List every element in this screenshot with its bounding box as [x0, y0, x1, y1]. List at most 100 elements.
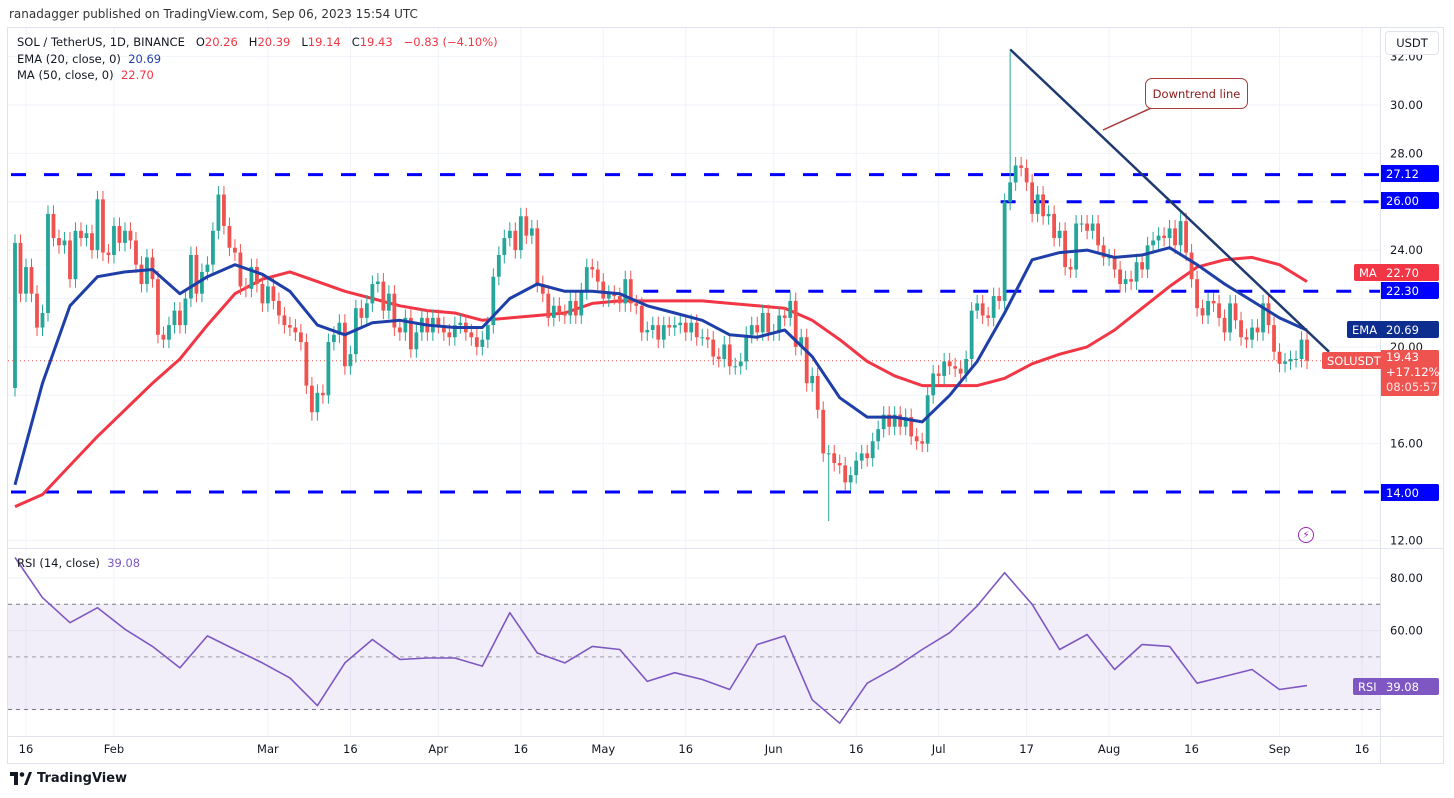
candle-body: [298, 332, 303, 343]
candle-body: [727, 344, 732, 367]
candle: [183, 290, 188, 334]
candle: [529, 219, 534, 245]
candle-body: [689, 322, 694, 333]
level-label-22-30: 22.30: [1381, 282, 1439, 299]
candle-body: [716, 356, 721, 359]
candle-body: [342, 322, 347, 367]
candle-body: [568, 300, 573, 316]
candle: [661, 316, 666, 349]
candle-body: [502, 238, 507, 255]
candle-body: [579, 291, 584, 316]
ema-label: EMA (20, close, 0): [17, 52, 121, 66]
candle-body: [738, 361, 743, 367]
candle: [722, 336, 727, 368]
candle-body: [859, 453, 864, 461]
candle-body: [942, 361, 947, 376]
candle-body: [656, 325, 661, 340]
candle: [1294, 350, 1298, 368]
candle: [535, 219, 540, 293]
candle: [1206, 292, 1210, 324]
candle: [1178, 212, 1183, 254]
candle-body: [1222, 317, 1227, 333]
candle-body: [975, 303, 980, 311]
candle: [1151, 231, 1155, 254]
rsi-price-label: 39.08: [1381, 678, 1439, 695]
candle: [667, 316, 672, 337]
candle: [700, 328, 705, 346]
chart-frame: [7, 27, 1444, 764]
candle-body: [1052, 213, 1057, 239]
candle-body: [1167, 228, 1172, 239]
candle-body: [898, 414, 903, 427]
candle-body: [628, 279, 633, 304]
ma-legend[interactable]: MA (50, close, 0) 22.70: [17, 68, 154, 82]
candle: [35, 285, 39, 337]
candle: [628, 270, 633, 312]
candle-body: [810, 375, 815, 384]
candle: [832, 444, 837, 472]
lightning-icon[interactable]: ⚡: [1298, 527, 1314, 543]
candle-body: [1288, 358, 1293, 362]
symbol-title[interactable]: SOL / TetherUS, 1D, BINANCE: [17, 35, 185, 49]
candle-body: [178, 310, 182, 326]
level-label-27-12: 27.12: [1381, 165, 1439, 182]
candle-body: [1228, 303, 1232, 333]
candle: [101, 190, 105, 262]
candle: [518, 207, 523, 259]
time-tick-label: 16: [678, 742, 693, 756]
candle: [315, 384, 320, 421]
candle: [375, 273, 380, 293]
currency-button[interactable]: USDT: [1385, 31, 1439, 55]
candle-body: [447, 332, 452, 338]
change-value: −0.83 (−4.10%): [403, 35, 498, 49]
time-tick-label: Apr: [428, 742, 448, 756]
candle-body: [645, 329, 650, 333]
candle-body: [1255, 327, 1260, 333]
candle: [557, 297, 562, 322]
candle-body: [18, 242, 23, 294]
time-axis[interactable]: 16 Feb Mar 16 Apr 16 May 16 Jun 16 Jul 17 Aug 16 Sep 16: [19, 742, 1370, 756]
candle-body: [980, 303, 985, 316]
candle-body: [161, 334, 166, 340]
candle-body: [1266, 303, 1271, 326]
candle-body: [331, 334, 336, 343]
candle: [57, 229, 61, 254]
rsi-legend[interactable]: RSI (14, close) 39.08: [17, 556, 140, 570]
downtrend-callout[interactable]: Downtrend line: [1145, 78, 1248, 109]
rsi-axis[interactable]: 60.00 80.00: [1390, 571, 1423, 638]
footer-logo[interactable]: TradingView: [10, 771, 127, 786]
candle: [1002, 193, 1007, 310]
candle: [249, 258, 254, 298]
candle: [106, 244, 111, 264]
candle-body: [458, 322, 463, 326]
rsi-group: [8, 557, 1380, 725]
candle-body: [1090, 223, 1095, 231]
candle: [881, 406, 886, 438]
candle-body: [474, 337, 479, 347]
candle: [40, 304, 45, 337]
candle: [117, 217, 122, 252]
candle: [975, 294, 980, 320]
candle: [222, 186, 226, 235]
candle: [452, 316, 457, 346]
candle-body: [222, 194, 226, 226]
candle-body: [320, 392, 325, 396]
candle-body: [282, 315, 287, 326]
candle-body: [117, 225, 122, 243]
candle-body: [667, 325, 672, 328]
candle: [112, 217, 116, 264]
candle-body: [1101, 245, 1106, 258]
candle: [958, 360, 963, 382]
candle: [931, 365, 936, 404]
low-value: 19.14: [307, 35, 341, 49]
candle-body: [90, 233, 94, 251]
candle: [1288, 350, 1293, 370]
candle: [408, 309, 413, 358]
close-value: 19.43: [359, 35, 393, 49]
ema-legend[interactable]: EMA (20, close, 0) 20.69: [17, 52, 161, 66]
high-label: H: [248, 35, 258, 49]
candle-body: [777, 315, 782, 333]
candle: [326, 333, 331, 404]
candle-body: [1057, 230, 1062, 239]
